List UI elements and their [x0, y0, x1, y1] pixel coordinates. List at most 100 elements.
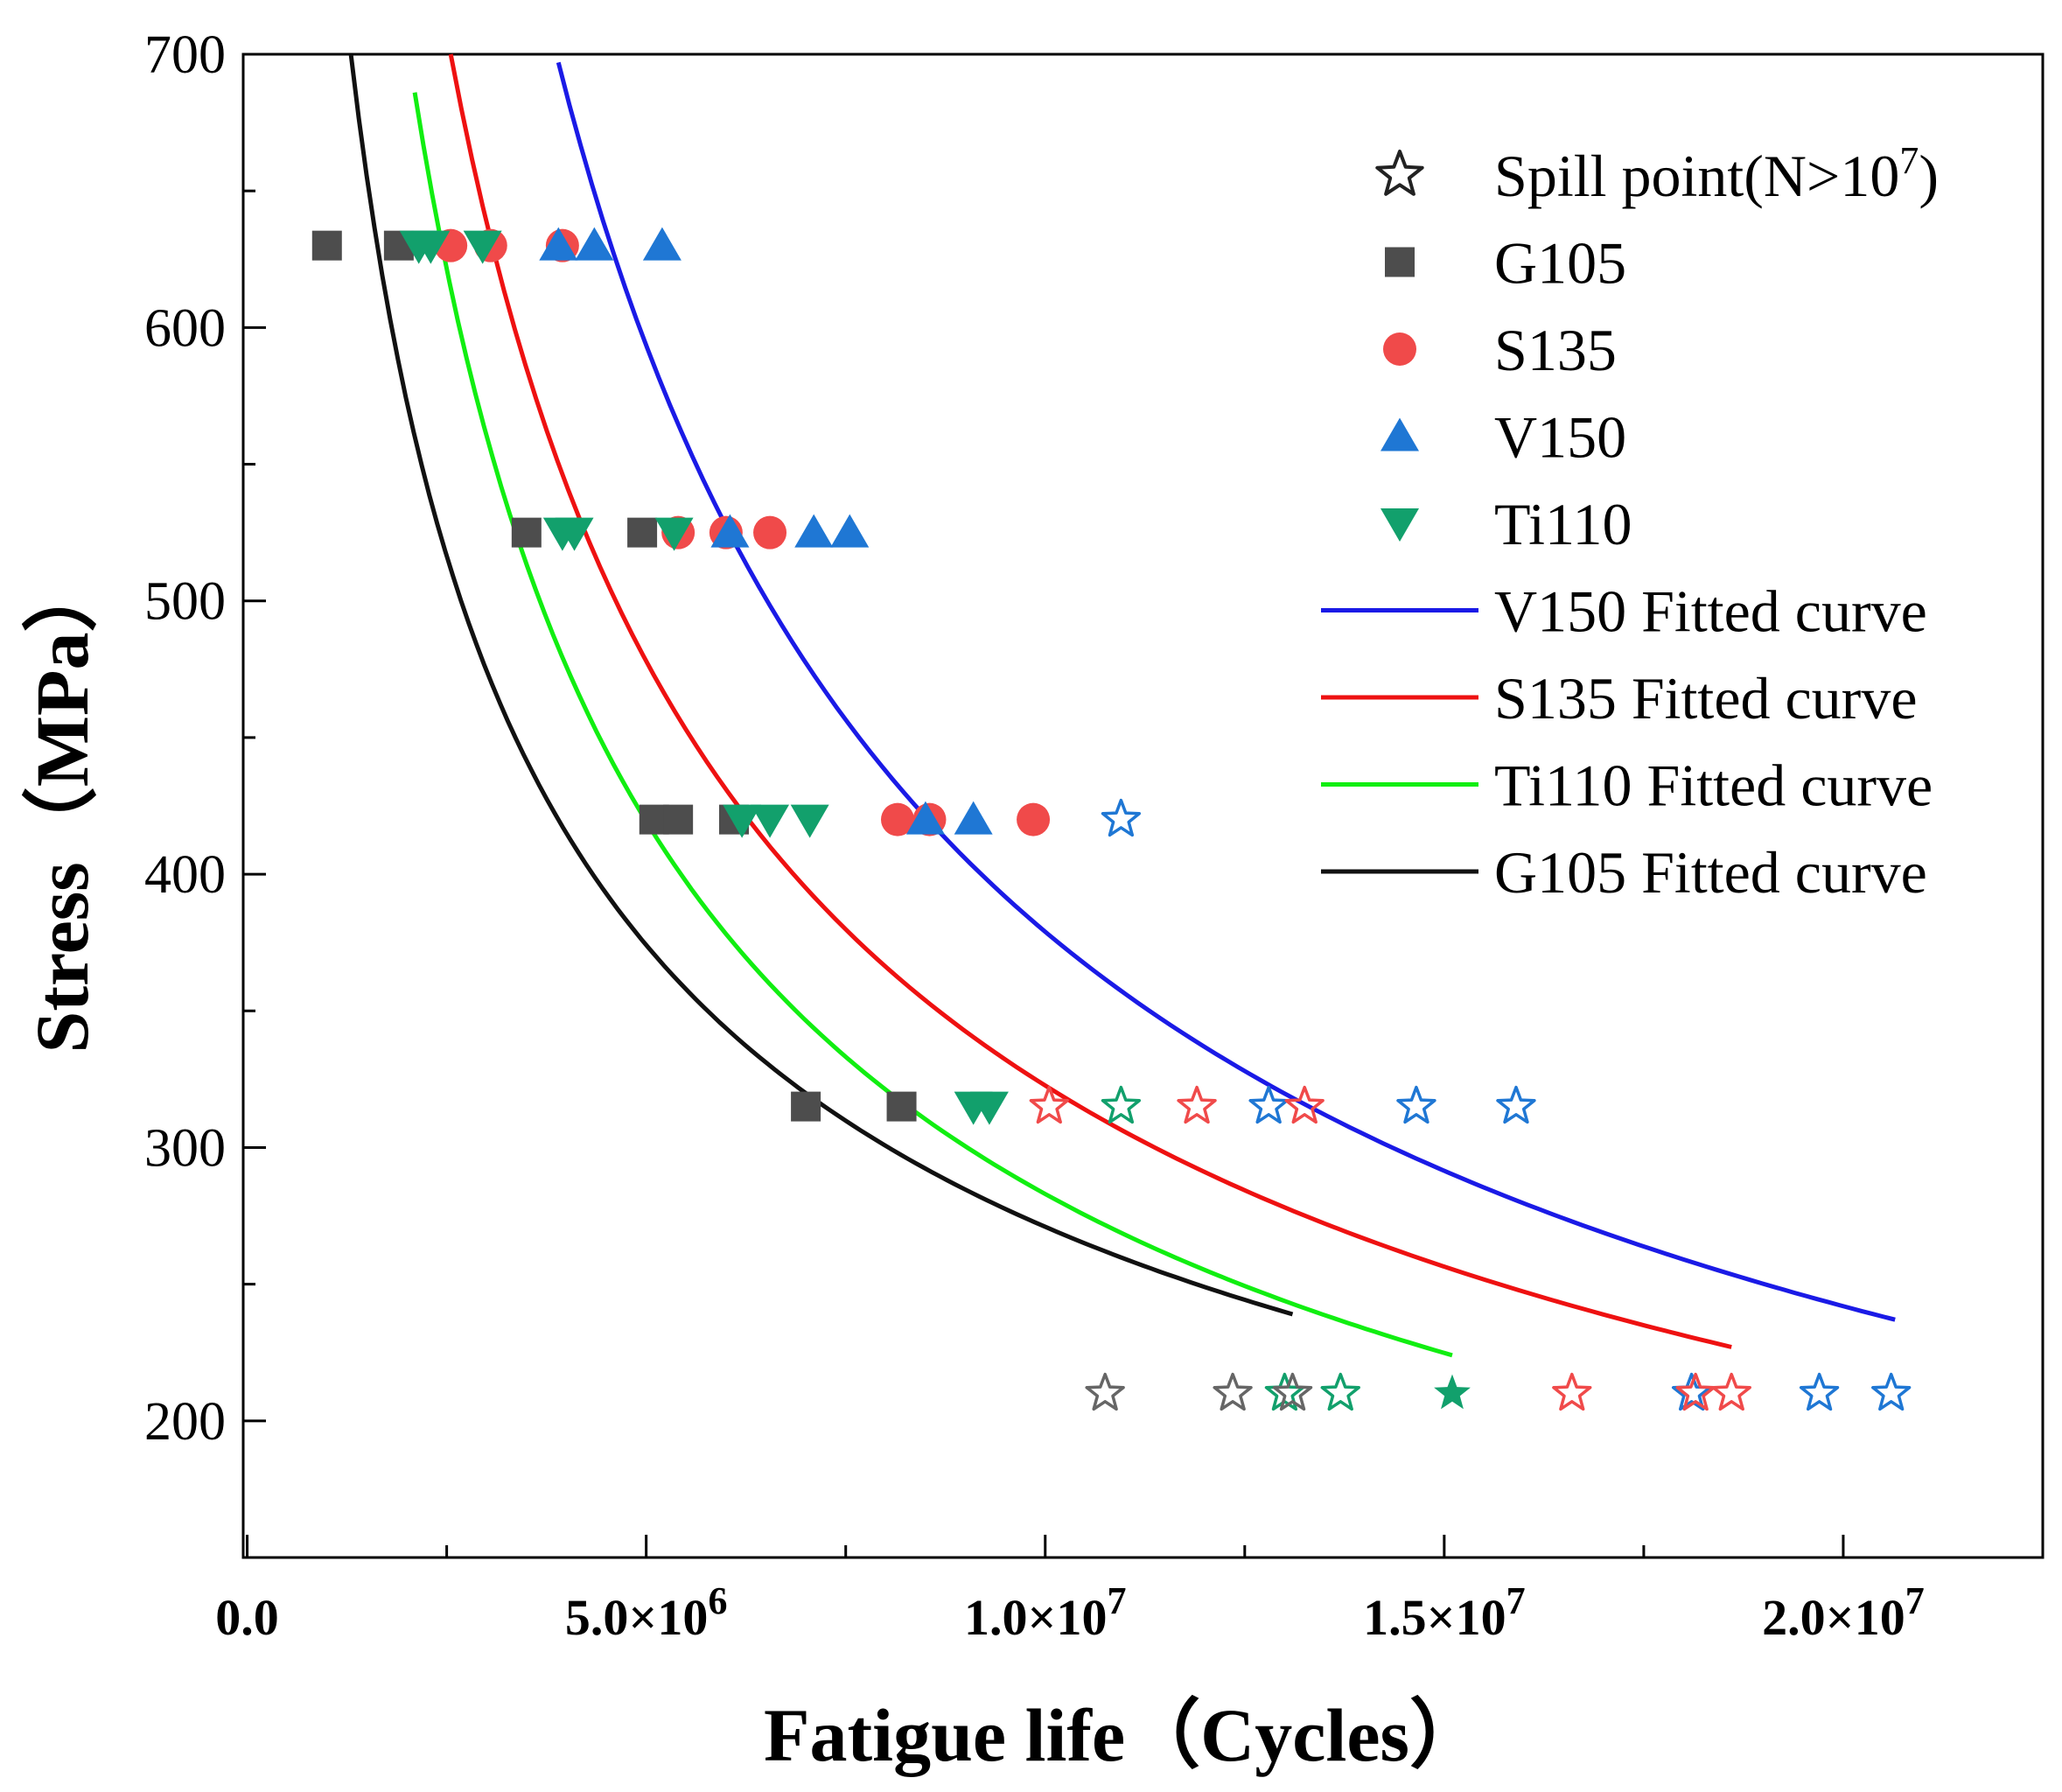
y-tick-label: 300: [144, 1118, 226, 1178]
legend-label-v150_fit: V150 Fitted curve: [1494, 578, 1927, 645]
spill-point-v150: [1101, 798, 1142, 837]
spill-point-g105: [1272, 1372, 1313, 1411]
s135-point: [1017, 802, 1051, 836]
y-tick-label: 500: [144, 572, 226, 632]
s135-point: [753, 515, 787, 550]
g105-point: [311, 230, 342, 261]
fitted-curve-s135: [448, 53, 1732, 1349]
legend-label-text: G105 Fitted curve: [1494, 839, 1927, 906]
fitted-curve-ti110: [412, 92, 1453, 1358]
fitted-curves: [348, 53, 1896, 1358]
y-axis-ticks: 200 300 400 500 600 700: [144, 25, 266, 1559]
x-tick-exponent: 7: [1108, 1579, 1127, 1622]
g105-point: [627, 517, 658, 548]
x-tick-mantissa: 1.5×10: [1363, 1589, 1506, 1646]
s135-point: [881, 802, 914, 836]
legend-marker-v150: [1380, 417, 1419, 452]
ti110-point: [969, 1091, 1009, 1125]
x-tick-label: 2.0×107: [1762, 1579, 1925, 1646]
legend-label-tail: ): [1919, 143, 1939, 209]
spill-point-v150: [1799, 1372, 1840, 1411]
legend-label-ti110: Ti110: [1494, 491, 1632, 557]
v150-point: [642, 227, 682, 261]
plot-border: [241, 52, 2045, 1559]
legend: Spill point(N>107) G105 S135 V150 Ti110 V150 …: [1321, 139, 1939, 906]
spill-point-s135: [1711, 1372, 1751, 1411]
x-axis-title: Fatigue life（Cycles）: [764, 1693, 1485, 1777]
legend-label-sup: 7: [1899, 139, 1919, 182]
legend-label-text: G105: [1494, 230, 1626, 297]
spill-point-filled-ti110: [1434, 1374, 1471, 1410]
data-markers: [311, 227, 1912, 1411]
x-tick-mantissa: 2.0×10: [1762, 1589, 1905, 1646]
spill-point-v150: [1396, 1085, 1436, 1124]
g105-point: [886, 1091, 917, 1122]
legend-label-s135_fit: S135 Fitted curve: [1494, 665, 1918, 732]
legend-label-text: S135 Fitted curve: [1494, 665, 1918, 732]
g105-point: [663, 804, 694, 835]
spill-point-v150: [1248, 1085, 1289, 1124]
v150-point: [905, 801, 945, 835]
x-tick-mantissa: 1.0×10: [964, 1589, 1108, 1646]
x-tick-exponent: 7: [1905, 1579, 1925, 1622]
x-tick-exponent: 7: [1506, 1579, 1526, 1622]
g105-point: [791, 1091, 821, 1122]
x-tick-label: 1.0×107: [964, 1579, 1127, 1646]
spill-point-g105: [1085, 1372, 1125, 1411]
x-tick-mantissa: 5.0×10: [565, 1589, 709, 1646]
x-tick-exponent: 6: [708, 1579, 727, 1622]
spill-point-ti110: [1320, 1372, 1360, 1411]
x-tick-label: 5.0×106: [565, 1579, 728, 1646]
fitted-curve-v150: [556, 61, 1896, 1322]
legend-marker-g105: [1385, 247, 1415, 277]
legend-label-text: Ti110: [1494, 491, 1632, 557]
ti110-point: [654, 517, 694, 551]
legend-label-text: S135: [1494, 317, 1617, 383]
legend-label-text: V150: [1494, 404, 1626, 471]
legend-label-v150: V150: [1494, 404, 1626, 471]
x-tick-label: 1.5×107: [1363, 1579, 1526, 1646]
spill-point-v150: [1496, 1085, 1536, 1124]
ti110-point: [463, 230, 502, 264]
legend-label-text: Spill point(N>10: [1494, 143, 1899, 209]
y-tick-label: 700: [144, 25, 226, 85]
spill-point-g105: [1213, 1372, 1253, 1411]
y-tick-label: 400: [144, 845, 226, 905]
y-tick-label: 600: [144, 298, 226, 358]
legend-label-text: V150 Fitted curve: [1494, 578, 1927, 645]
fitted-curve-g105: [348, 53, 1294, 1317]
legend-marker-s135: [1383, 332, 1416, 366]
legend-star-icon: [1375, 150, 1424, 196]
y-tick-label: 200: [144, 1392, 226, 1452]
plot-frame: [241, 52, 2045, 1559]
spill-point-v150: [1871, 1372, 1912, 1411]
legend-label-g105: G105: [1494, 230, 1626, 297]
legend-label-s135: S135: [1494, 317, 1617, 383]
v150-point: [954, 801, 993, 835]
v150-point: [539, 227, 578, 261]
ti110-point: [411, 230, 451, 264]
spill-point-s135: [1675, 1372, 1716, 1411]
g105-point: [511, 517, 542, 548]
x-axis-ticks: 0.0 5.0×106 1.0×107 1.5×107 2.0×107: [215, 1535, 1925, 1646]
legend-label-spill: Spill point(N>107): [1494, 139, 1939, 209]
ti110-point: [555, 517, 594, 551]
ti110-point: [723, 804, 762, 838]
spill-point-ti110: [1101, 1085, 1142, 1124]
legend-label-g105_fit: G105 Fitted curve: [1494, 839, 1927, 906]
v150-point: [575, 227, 614, 261]
y-axis-title: Stress（MPa）: [20, 557, 104, 1054]
x-tick-label: 0.0: [215, 1589, 279, 1646]
spill-point-s135: [1552, 1372, 1592, 1411]
ti110-point: [751, 804, 790, 838]
v150-point: [830, 514, 870, 548]
spill-point-s135: [1029, 1085, 1069, 1124]
v150-point: [794, 514, 834, 548]
legend-label-ti110_fit: Ti110 Fitted curve: [1494, 752, 1933, 819]
spill-point-s135: [1284, 1085, 1325, 1124]
spill-point-s135: [1177, 1085, 1217, 1124]
v150-point: [710, 514, 750, 548]
legend-label-text: Ti110 Fitted curve: [1494, 752, 1933, 819]
ti110-point: [790, 804, 829, 838]
